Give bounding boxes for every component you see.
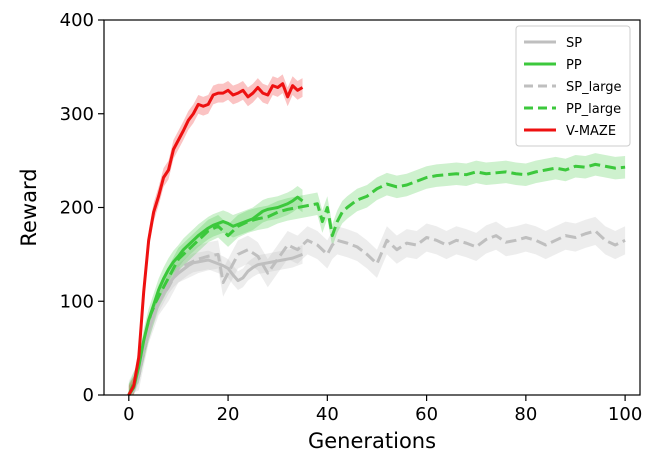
series-line-pp-large <box>127 162 626 396</box>
y-tick-label: 300 <box>60 104 94 125</box>
series-line-v-maze <box>127 82 304 396</box>
x-tick-label: 20 <box>217 404 240 425</box>
series-line-sp-large <box>127 229 626 396</box>
x-tick-label: 60 <box>415 404 438 425</box>
legend-label: SP <box>566 36 582 51</box>
axes: 0 20 40 60 80 100 0 100 200 300 400 Generations Rewa… <box>17 10 642 453</box>
series-line-pp <box>127 195 304 396</box>
y-tick-label: 200 <box>60 198 94 219</box>
y-tick-label: 0 <box>83 385 94 406</box>
x-tick-label: 100 <box>608 404 642 425</box>
legend: SP PP SP_large PP_large V-MAZE <box>515 25 631 147</box>
y-tick-label: 100 <box>60 291 94 312</box>
band-sp-large <box>128 216 626 395</box>
legend-label: V-MAZE <box>566 124 616 139</box>
legend-box <box>515 25 631 147</box>
series-line-sp <box>127 252 304 397</box>
legend-label: SP_large <box>566 80 622 95</box>
legend-label: PP <box>566 58 582 73</box>
series-lines <box>127 82 626 397</box>
x-tick-label: 0 <box>123 404 134 425</box>
x-tick-label: 80 <box>514 404 537 425</box>
x-axis-label: Generations <box>308 429 436 453</box>
y-tick-label: 400 <box>60 10 94 31</box>
x-tick-label: 40 <box>316 404 339 425</box>
legend-label: PP_large <box>566 102 621 117</box>
y-axis-label: Reward <box>17 168 41 246</box>
band-pp-large <box>128 153 626 395</box>
